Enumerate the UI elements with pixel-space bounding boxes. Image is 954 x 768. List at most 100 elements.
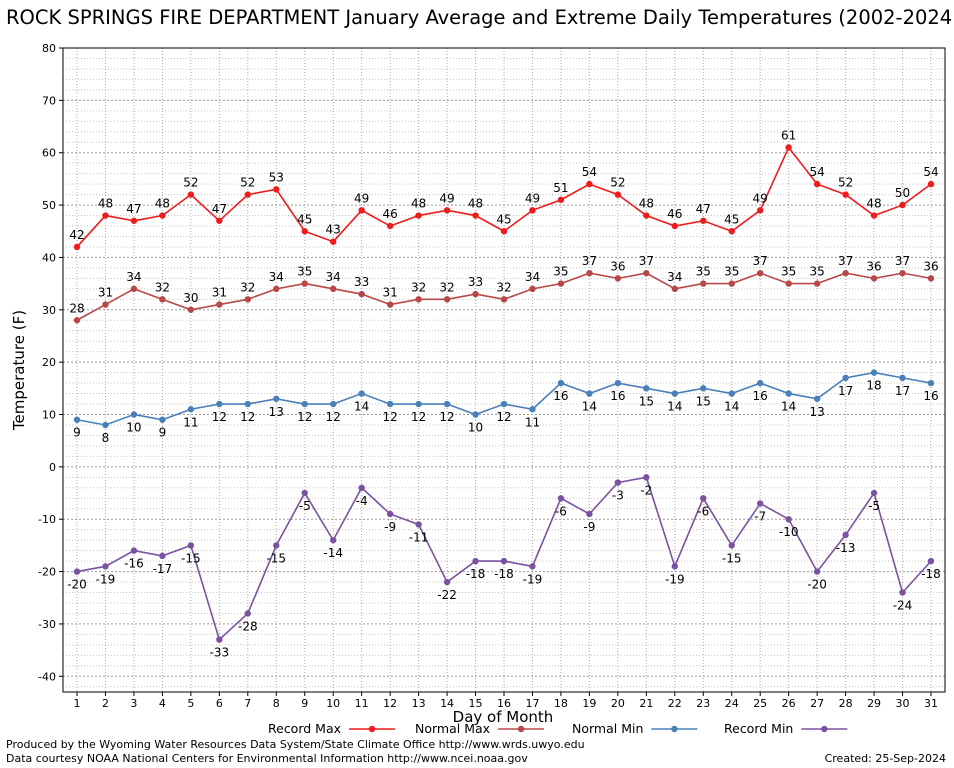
normal-max-point bbox=[728, 280, 735, 287]
record-max-point bbox=[216, 217, 223, 224]
record-max-data-label: 53 bbox=[269, 170, 284, 184]
record-min-point bbox=[728, 542, 735, 549]
y-tick-label: 60 bbox=[42, 147, 56, 160]
normal-min-point bbox=[870, 369, 878, 376]
normal-max-point bbox=[614, 275, 622, 282]
record-min-point bbox=[927, 557, 935, 565]
record-max-data-label: 49 bbox=[439, 191, 454, 205]
record-min-data-label: -6 bbox=[555, 504, 567, 518]
x-tick-label: 21 bbox=[639, 697, 653, 710]
normal-max-point bbox=[500, 296, 508, 303]
x-tick-label: 23 bbox=[696, 697, 710, 710]
normal-max-data-label: 32 bbox=[496, 280, 511, 294]
x-tick-label: 22 bbox=[668, 697, 682, 710]
normal-max-point bbox=[386, 301, 394, 308]
record-max-data-label: 47 bbox=[212, 202, 227, 216]
record-min-point bbox=[842, 531, 849, 539]
normal-max-point bbox=[842, 269, 849, 277]
record-max-data-label: 43 bbox=[326, 223, 341, 237]
normal-min-data-label: 10 bbox=[126, 421, 141, 435]
normal-min-point bbox=[330, 400, 337, 408]
record-min-point bbox=[643, 474, 650, 481]
normal-min-data-label: 8 bbox=[102, 431, 110, 445]
normal-max-data-label: 35 bbox=[553, 265, 568, 279]
x-tick-label: 25 bbox=[753, 697, 767, 710]
normal-min-point bbox=[386, 400, 394, 408]
normal-max-data-label: 35 bbox=[724, 265, 739, 279]
x-axis-label: Day of Month bbox=[453, 708, 554, 726]
normal-max-data-label: 36 bbox=[866, 259, 881, 273]
normal-max-point bbox=[671, 285, 678, 293]
record-min-point bbox=[358, 484, 365, 492]
record-max-data-label: 47 bbox=[126, 202, 141, 216]
normal-min-point bbox=[927, 379, 935, 387]
legend-label-record-min: Record Min bbox=[724, 721, 793, 736]
x-tick-label: 20 bbox=[611, 697, 625, 710]
record-max-point bbox=[557, 196, 565, 204]
normal-max-data-label: 33 bbox=[468, 275, 483, 289]
record-min-data-label: -13 bbox=[836, 541, 856, 555]
record-max-data-label: 45 bbox=[297, 212, 312, 226]
record-min-point bbox=[700, 495, 707, 502]
normal-max-data-label: 36 bbox=[610, 259, 625, 273]
normal-max-point bbox=[216, 301, 223, 308]
normal-min-data-label: 14 bbox=[724, 400, 739, 414]
record-min-point bbox=[415, 521, 422, 528]
normal-max-data-label: 37 bbox=[582, 254, 597, 268]
record-max-data-label: 52 bbox=[183, 176, 198, 190]
record-max-point bbox=[813, 180, 821, 188]
record-max-data-label: 54 bbox=[582, 165, 597, 179]
record-min-point bbox=[586, 510, 593, 518]
y-axis-label: Temperature (F) bbox=[10, 310, 28, 431]
normal-min-point bbox=[358, 390, 365, 397]
normal-min-point bbox=[614, 379, 622, 387]
normal-min-data-label: 11 bbox=[525, 415, 540, 429]
normal-max-data-label: 30 bbox=[183, 291, 198, 305]
record-max-data-label: 61 bbox=[781, 128, 796, 142]
record-min-data-label: -3 bbox=[612, 489, 624, 503]
x-tick-label: 15 bbox=[469, 697, 483, 710]
record-max-data-label: 48 bbox=[866, 197, 881, 211]
record-min-point bbox=[187, 542, 195, 549]
normal-max-point bbox=[785, 280, 792, 287]
normal-max-point bbox=[244, 296, 251, 303]
record-min-point bbox=[216, 636, 223, 643]
normal-max-point bbox=[529, 285, 536, 293]
x-tick-label: 13 bbox=[412, 697, 426, 710]
record-max-point bbox=[159, 212, 166, 219]
normal-max-point bbox=[130, 285, 138, 293]
normal-max-data-label: 37 bbox=[838, 254, 853, 268]
record-max-point bbox=[899, 201, 906, 209]
y-tick-label: 10 bbox=[42, 409, 56, 422]
x-tick-label: 16 bbox=[497, 697, 511, 710]
normal-max-point bbox=[273, 285, 280, 293]
record-max-point bbox=[358, 207, 365, 214]
normal-min-data-label: 15 bbox=[696, 394, 711, 408]
normal-min-point bbox=[472, 411, 479, 418]
normal-max-data-label: 35 bbox=[297, 265, 312, 279]
normal-min-data-label: 13 bbox=[809, 405, 824, 419]
record-min-point bbox=[557, 495, 565, 502]
normal-max-data-label: 34 bbox=[326, 270, 341, 284]
normal-min-data-label: 13 bbox=[269, 405, 284, 419]
normal-max-data-label: 36 bbox=[923, 259, 938, 273]
normal-max-data-label: 32 bbox=[439, 280, 454, 294]
y-tick-label: 30 bbox=[42, 304, 56, 317]
normal-min-data-label: 17 bbox=[838, 384, 853, 398]
record-max-point bbox=[927, 180, 935, 188]
normal-max-point bbox=[472, 290, 479, 298]
normal-max-data-label: 37 bbox=[895, 254, 910, 268]
record-min-point bbox=[386, 510, 394, 518]
normal-max-data-label: 31 bbox=[98, 286, 113, 300]
record-max-point bbox=[130, 217, 138, 224]
normal-min-point bbox=[159, 416, 166, 423]
record-min-point bbox=[671, 563, 678, 570]
x-tick-label: 29 bbox=[867, 697, 881, 710]
normal-max-data-label: 37 bbox=[639, 254, 654, 268]
record-max-point bbox=[244, 191, 251, 198]
record-min-data-label: -18 bbox=[466, 567, 486, 581]
normal-max-data-label: 34 bbox=[126, 270, 141, 284]
normal-max-point bbox=[187, 306, 195, 313]
record-min-data-label: -19 bbox=[96, 572, 116, 586]
normal-min-point bbox=[102, 421, 109, 429]
